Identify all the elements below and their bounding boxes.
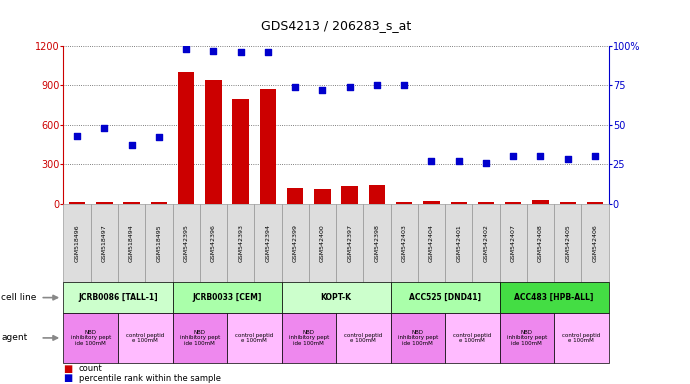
Point — [208, 48, 219, 54]
Bar — [477, 202, 494, 204]
Point — [262, 49, 273, 55]
Bar — [314, 189, 331, 204]
Text: NBD
inhibitory pept
ide 100mM: NBD inhibitory pept ide 100mM — [179, 329, 220, 346]
Bar — [178, 72, 195, 204]
Text: control peptid
e 100mM: control peptid e 100mM — [453, 333, 491, 343]
Text: GSM542396: GSM542396 — [211, 224, 216, 262]
Text: GSM542399: GSM542399 — [293, 224, 297, 262]
Text: GSM518494: GSM518494 — [129, 224, 134, 262]
Bar — [396, 202, 413, 204]
Text: GSM542407: GSM542407 — [511, 224, 515, 262]
Point — [153, 134, 164, 141]
Text: GSM542394: GSM542394 — [266, 224, 270, 262]
Text: GSM542395: GSM542395 — [184, 224, 188, 262]
Bar — [287, 188, 304, 204]
Text: GSM542393: GSM542393 — [238, 224, 243, 262]
Text: GSM542404: GSM542404 — [429, 224, 434, 262]
Text: GSM542408: GSM542408 — [538, 224, 543, 262]
Point — [344, 84, 355, 90]
Point — [426, 158, 437, 164]
Text: JCRB0033 [CEM]: JCRB0033 [CEM] — [193, 293, 262, 302]
Bar — [124, 202, 140, 204]
Point — [290, 84, 301, 90]
Text: GSM542401: GSM542401 — [456, 224, 461, 262]
Point — [480, 159, 491, 166]
Point — [535, 153, 546, 159]
Text: GSM518497: GSM518497 — [102, 224, 107, 262]
Text: GSM542400: GSM542400 — [320, 224, 325, 262]
Bar — [505, 202, 522, 204]
Bar — [342, 187, 358, 204]
Bar — [586, 202, 603, 204]
Text: control peptid
e 100mM: control peptid e 100mM — [235, 333, 273, 343]
Point — [371, 83, 382, 89]
Bar — [69, 202, 86, 204]
Text: NBD
inhibitory pept
ide 100mM: NBD inhibitory pept ide 100mM — [288, 329, 329, 346]
Text: ■: ■ — [63, 364, 72, 374]
Text: control peptid
e 100mM: control peptid e 100mM — [126, 333, 164, 343]
Text: GSM542403: GSM542403 — [402, 224, 406, 262]
Text: percentile rank within the sample: percentile rank within the sample — [79, 374, 221, 383]
Point — [126, 142, 137, 148]
Text: GSM542398: GSM542398 — [375, 224, 380, 262]
Bar — [532, 200, 549, 204]
Bar — [96, 202, 112, 204]
Point — [453, 158, 464, 164]
Point — [399, 83, 410, 89]
Text: NBD
inhibitory pept
ide 100mM: NBD inhibitory pept ide 100mM — [506, 329, 547, 346]
Point — [72, 133, 83, 139]
Point — [589, 153, 600, 159]
Text: KOPT-K: KOPT-K — [321, 293, 351, 302]
Bar — [368, 185, 385, 204]
Bar — [233, 99, 249, 204]
Text: ACC525 [DND41]: ACC525 [DND41] — [409, 293, 481, 302]
Text: GSM542405: GSM542405 — [565, 224, 570, 262]
Bar — [560, 202, 576, 204]
Text: agent: agent — [1, 333, 28, 343]
Text: GSM518496: GSM518496 — [75, 224, 79, 262]
Text: GSM542397: GSM542397 — [347, 224, 352, 262]
Text: control peptid
e 100mM: control peptid e 100mM — [562, 333, 600, 343]
Point — [99, 125, 110, 131]
Point — [508, 153, 519, 159]
Text: control peptid
e 100mM: control peptid e 100mM — [344, 333, 382, 343]
Text: ■: ■ — [63, 373, 72, 383]
Text: JCRB0086 [TALL-1]: JCRB0086 [TALL-1] — [78, 293, 158, 302]
Point — [562, 156, 573, 162]
Bar — [423, 201, 440, 204]
Text: ACC483 [HPB-ALL]: ACC483 [HPB-ALL] — [514, 293, 594, 302]
Text: GSM542402: GSM542402 — [484, 224, 489, 262]
Bar — [205, 80, 221, 204]
Bar — [259, 89, 276, 204]
Text: count: count — [79, 364, 102, 373]
Text: NBD
inhibitory pept
ide 100mM: NBD inhibitory pept ide 100mM — [70, 329, 111, 346]
Text: GSM542406: GSM542406 — [593, 224, 598, 262]
Point — [317, 87, 328, 93]
Point — [235, 49, 246, 55]
Bar — [451, 202, 467, 204]
Text: GSM518495: GSM518495 — [157, 224, 161, 262]
Text: GDS4213 / 206283_s_at: GDS4213 / 206283_s_at — [261, 19, 411, 32]
Point — [181, 46, 192, 52]
Bar — [150, 202, 167, 204]
Text: NBD
inhibitory pept
ide 100mM: NBD inhibitory pept ide 100mM — [397, 329, 438, 346]
Text: cell line: cell line — [1, 293, 37, 302]
